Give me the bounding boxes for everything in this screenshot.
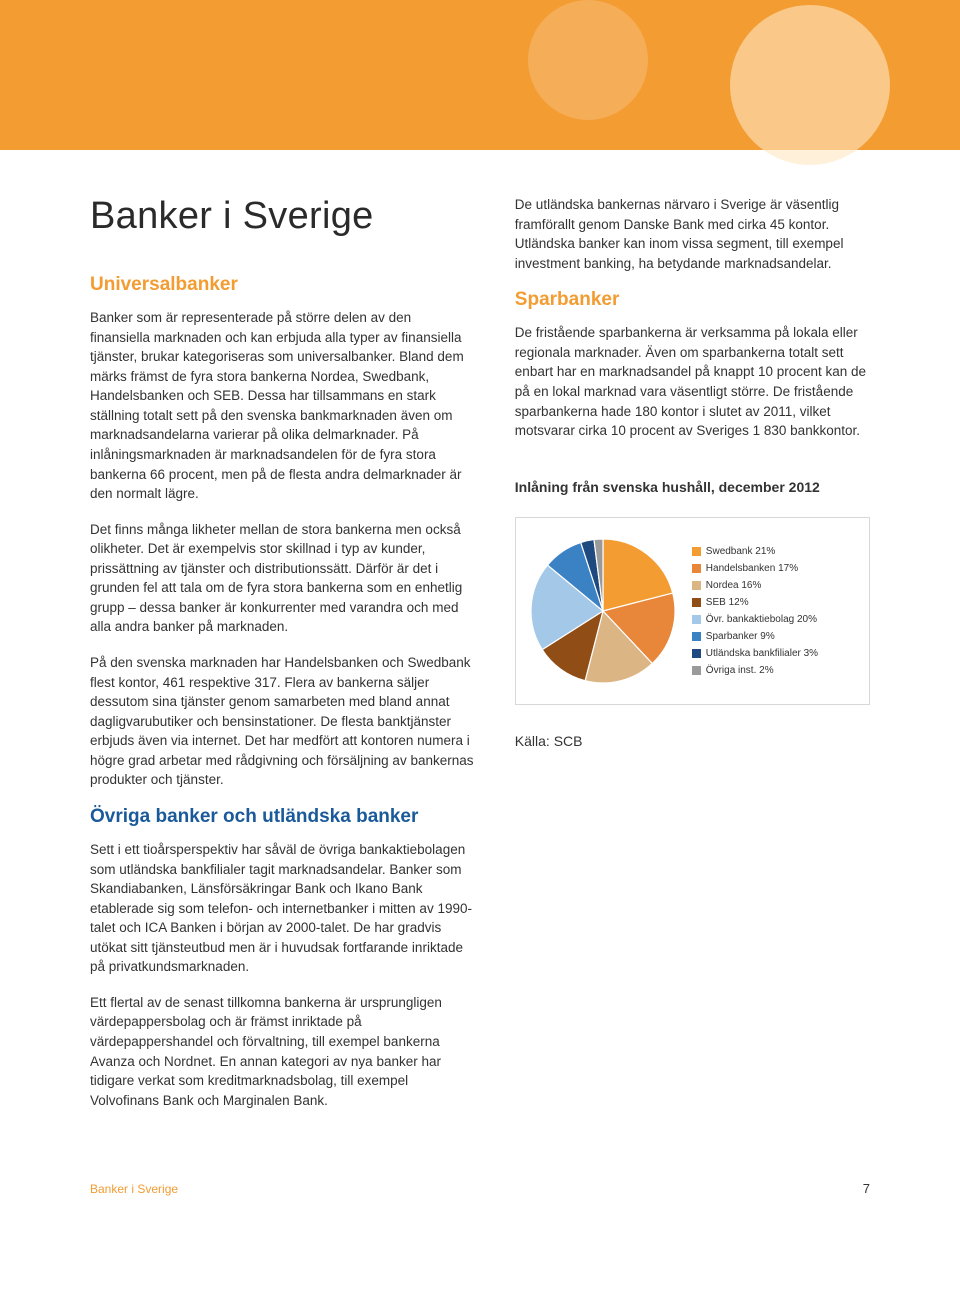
page-title: Banker i Sverige (90, 195, 475, 238)
legend-swatch (692, 564, 701, 573)
legend-swatch (692, 666, 701, 675)
pie-legend: Swedbank 21% Handelsbanken 17% Nordea 16% S… (692, 546, 818, 676)
heading-ovriga: Övriga banker och utländska banker (90, 806, 475, 828)
legend-item: Swedbank 21% (692, 546, 818, 557)
legend-item: SEB 12% (692, 597, 818, 608)
legend-label: Övriga inst. 2% (706, 665, 774, 676)
chart-title: Inlåning från svenska hushåll, december … (515, 479, 870, 495)
header-band (0, 0, 960, 150)
left-column: Banker i Sverige Universalbanker Banker … (90, 195, 475, 1126)
paragraph: Banker som är representerade på större d… (90, 308, 475, 504)
legend-swatch (692, 632, 701, 641)
legend-label: Sparbanker 9% (706, 631, 775, 642)
legend-swatch (692, 598, 701, 607)
paragraph: Ett flertal av de senast tillkomna banke… (90, 993, 475, 1110)
legend-item: Handelsbanken 17% (692, 563, 818, 574)
footer-title: Banker i Sverige (90, 1182, 178, 1196)
paragraph: Sett i ett tioårsperspektiv har såväl de… (90, 840, 475, 977)
page-footer: Banker i Sverige 7 (90, 1181, 870, 1196)
page-content: Banker i Sverige Universalbanker Banker … (0, 150, 960, 1226)
footer-page-number: 7 (863, 1181, 870, 1196)
legend-item: Övriga inst. 2% (692, 665, 818, 676)
heading-sparbanker: Sparbanker (515, 289, 870, 311)
right-column: De utländska bankernas närvaro i Sverige… (515, 195, 870, 1126)
legend-label: Swedbank 21% (706, 546, 776, 557)
paragraph: De utländska bankernas närvaro i Sverige… (515, 195, 870, 273)
paragraph: På den svenska marknaden har Handelsbank… (90, 653, 475, 790)
chart-source: Källa: SCB (515, 733, 870, 749)
legend-swatch (692, 615, 701, 624)
legend-item: Nordea 16% (692, 580, 818, 591)
paragraph: Det finns många likheter mellan de stora… (90, 520, 475, 637)
heading-universalbanker: Universalbanker (90, 274, 475, 296)
legend-swatch (692, 649, 701, 658)
legend-label: Handelsbanken 17% (706, 563, 798, 574)
legend-item: Utländska bankfilialer 3% (692, 648, 818, 659)
legend-label: Nordea 16% (706, 580, 762, 591)
legend-swatch (692, 581, 701, 590)
legend-item: Sparbanker 9% (692, 631, 818, 642)
pie-chart-container: Swedbank 21% Handelsbanken 17% Nordea 16% S… (515, 517, 870, 705)
pie-chart (528, 536, 678, 686)
legend-swatch (692, 547, 701, 556)
legend-item: Övr. bankaktiebolag 20% (692, 614, 818, 625)
legend-label: Övr. bankaktiebolag 20% (706, 614, 817, 625)
legend-label: Utländska bankfilialer 3% (706, 648, 818, 659)
legend-label: SEB 12% (706, 597, 749, 608)
paragraph: De fristående sparbankerna är verksamma … (515, 323, 870, 440)
